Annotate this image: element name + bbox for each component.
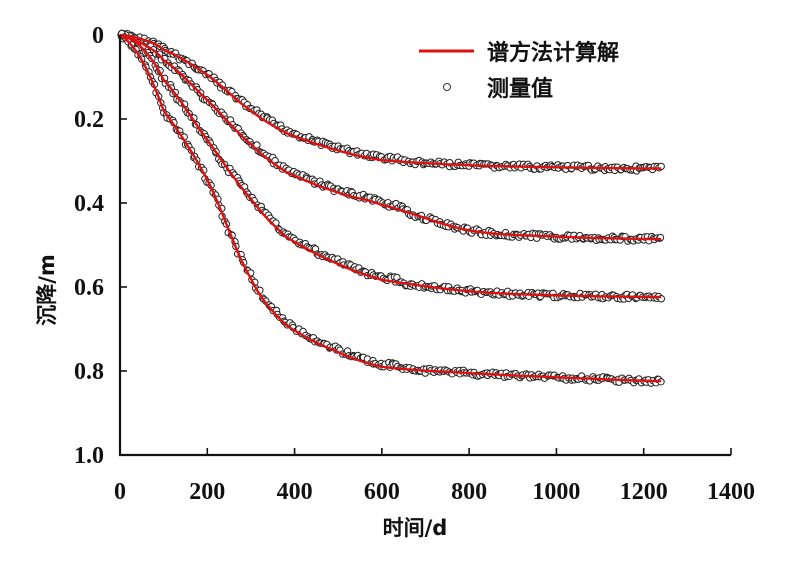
y-axis-title: 沉降/m [35,254,59,326]
y-tick-label: 0.6 [74,275,104,301]
axes [118,35,731,457]
x-ticks: 0 200 400 600 800 1000 1200 1400 [114,448,755,505]
computed-curve-3 [119,33,662,299]
computed-lines [119,33,662,383]
x-tick-label: 400 [277,479,313,505]
y-ticks: 0 0.2 0.4 0.6 0.8 1.0 [74,23,127,469]
computed-curve-2 [119,33,662,241]
x-tick-label: 0 [114,479,126,505]
x-tick-label: 1400 [707,479,755,505]
legend: 谱方法计算解 测量值 [419,40,619,102]
x-tick-label: 600 [364,479,400,505]
x-tick-label: 1000 [532,479,580,505]
y-tick-label: 0.2 [74,107,104,133]
x-tick-label: 800 [451,479,487,505]
computed-curve-4 [119,33,662,383]
x-tick-label: 200 [189,479,225,505]
y-tick-label: 0.4 [74,191,104,217]
legend-label-computed: 谱方法计算解 [487,40,619,66]
x-tick-label: 1200 [620,479,668,505]
computed-curve-1 [119,33,662,170]
legend-marker-swatch [443,83,451,91]
y-tick-label: 1.0 [74,443,104,469]
x-axis-title: 时间/d [383,516,448,540]
y-tick-label: 0.8 [74,359,104,385]
legend-label-measured: 测量值 [487,76,553,102]
y-tick-label: 0 [92,23,104,49]
